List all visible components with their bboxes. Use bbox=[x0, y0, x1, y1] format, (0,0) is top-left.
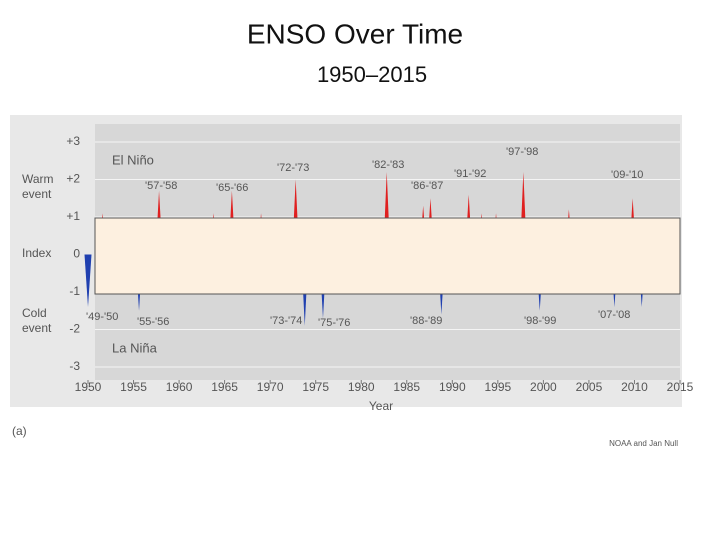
event-label: '57-'58 bbox=[145, 180, 177, 192]
spike bbox=[84, 254, 92, 307]
x-tick-label: 2015 bbox=[667, 380, 694, 394]
x-tick-label: 1965 bbox=[211, 380, 238, 394]
event-label: '65-'66 bbox=[216, 182, 248, 194]
x-tick-label: 1985 bbox=[393, 380, 420, 394]
event-label: '98-'99 bbox=[524, 315, 556, 327]
event-label: '09-'10 bbox=[611, 169, 643, 181]
credit: NOAA and Jan Null bbox=[609, 439, 678, 448]
event-label: '88-'89 bbox=[410, 315, 442, 327]
x-tick-label: 1995 bbox=[484, 380, 511, 394]
warm-label: Warm event bbox=[22, 172, 54, 201]
event-label: '86-'87 bbox=[411, 180, 443, 192]
event-label: '73-'74 bbox=[270, 315, 302, 327]
x-axis-label: Year bbox=[369, 399, 393, 413]
panel-label: (a) bbox=[12, 424, 27, 438]
x-tick-label: 1975 bbox=[302, 380, 329, 394]
slide-subtitle: 1950–2015 bbox=[317, 62, 427, 87]
y-tick-label: -2 bbox=[69, 322, 80, 336]
event-label: '55-'56 bbox=[137, 316, 169, 328]
x-tick-label: 2005 bbox=[576, 380, 603, 394]
cold-name: La Niña bbox=[112, 340, 158, 355]
x-tick-label: 1970 bbox=[257, 380, 284, 394]
y-tick-label: +1 bbox=[66, 209, 80, 223]
x-tick-label: 2010 bbox=[621, 380, 648, 394]
y-tick-label: -3 bbox=[69, 359, 80, 373]
event-label: '97-'98 bbox=[506, 146, 538, 158]
x-tick-label: 2000 bbox=[530, 380, 557, 394]
y-tick-label: +3 bbox=[66, 134, 80, 148]
event-label: '91-'92 bbox=[454, 168, 486, 180]
event-label: '72-'73 bbox=[277, 162, 309, 174]
x-tick-label: 1960 bbox=[166, 380, 193, 394]
slide-title: ENSO Over Time bbox=[247, 18, 463, 49]
x-tick-label: 1955 bbox=[120, 380, 147, 394]
event-label: '82-'83 bbox=[372, 159, 404, 171]
event-label: '49-'50 bbox=[86, 311, 118, 323]
warm-name: El Niño bbox=[112, 152, 154, 167]
y-tick-label: -1 bbox=[69, 284, 80, 298]
event-label: '07-'08 bbox=[598, 309, 630, 321]
event-label: '75-'76 bbox=[318, 317, 350, 329]
y-axis-label: Index bbox=[22, 246, 51, 260]
x-tick-label: 1990 bbox=[439, 380, 466, 394]
y-tick-label: 0 bbox=[73, 247, 80, 261]
x-tick-label: 1950 bbox=[75, 380, 102, 394]
cold-label: Cold event bbox=[22, 306, 52, 335]
overlay-box bbox=[94, 217, 681, 295]
x-tick-label: 1980 bbox=[348, 380, 375, 394]
y-tick-label: +2 bbox=[66, 172, 80, 186]
